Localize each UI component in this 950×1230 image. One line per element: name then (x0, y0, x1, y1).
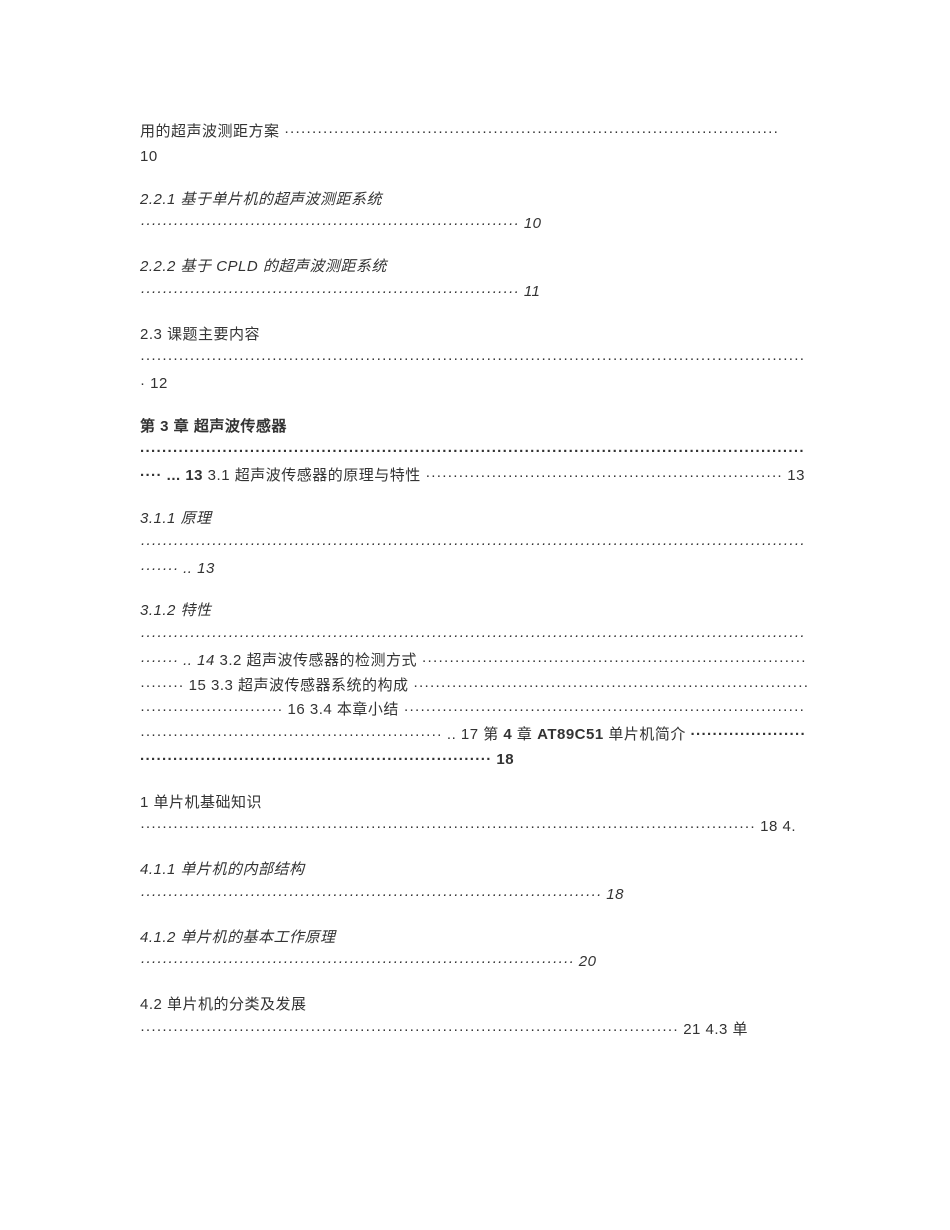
toc-entry-dots: ········································… (140, 440, 810, 490)
toc-entry: 4.1.1 单片机的内部结构··························… (140, 858, 810, 908)
toc-entry-title: 4.2 单片机的分类及发展 (140, 993, 810, 1018)
toc-entry: 用的超声波测距方案 ······························… (140, 120, 810, 170)
toc-entry-dots: ········································… (140, 212, 810, 237)
toc-entry-title: 3.1.1 原理 (140, 507, 810, 532)
toc-entry-title: 3.1.2 特性 (140, 599, 810, 624)
toc-entry-dots: 10 (140, 145, 810, 170)
toc-entry: 4.1.2 单片机的基本工作原理························… (140, 926, 810, 976)
toc-entry-dots: ········································… (140, 1018, 810, 1043)
toc-entry: 2.2.2 基于 CPLD 的超声波测距系统··················… (140, 255, 810, 305)
toc-entry-title: 用的超声波测距方案 ······························… (140, 120, 810, 145)
toc-entry-title: 4.1.2 单片机的基本工作原理 (140, 926, 810, 951)
toc-entry: 3.1.2 特性································… (140, 599, 810, 772)
toc-entry: 4.2 单片机的分类及发展···························… (140, 993, 810, 1043)
toc-entry-dots: ········································… (140, 815, 810, 840)
toc-entry-title: 2.3 课题主要内容 (140, 323, 810, 348)
toc-entry-title: 2.2.1 基于单片机的超声波测距系统 (140, 188, 810, 213)
toc-entry: 3.1.1 原理································… (140, 507, 810, 581)
toc-entry: 2.3 课题主要内容······························… (140, 323, 810, 397)
document-page: 用的超声波测距方案 ······························… (0, 0, 950, 1141)
toc-entry-title: 2.2.2 基于 CPLD 的超声波测距系统 (140, 255, 810, 280)
toc-entry-dots: ········································… (140, 950, 810, 975)
toc-entry-title: 4.1.1 单片机的内部结构 (140, 858, 810, 883)
toc-entry: 第 3 章 超声波传感器····························… (140, 415, 810, 489)
toc-entry-dots: ········································… (140, 532, 810, 582)
toc-entry-dots: ········································… (140, 883, 810, 908)
toc-entry: 2.2.1 基于单片机的超声波测距系统·····················… (140, 188, 810, 238)
toc-entry-dots: ········································… (140, 624, 810, 773)
toc-entry-title: 1 单片机基础知识 (140, 791, 810, 816)
toc-entry-dots: ········································… (140, 347, 810, 397)
toc-entry: 1 单片机基础知识·······························… (140, 791, 810, 841)
toc-entries: 用的超声波测距方案 ······························… (140, 120, 810, 1043)
toc-entry-dots: ········································… (140, 280, 810, 305)
toc-entry-title: 第 3 章 超声波传感器 (140, 415, 810, 440)
